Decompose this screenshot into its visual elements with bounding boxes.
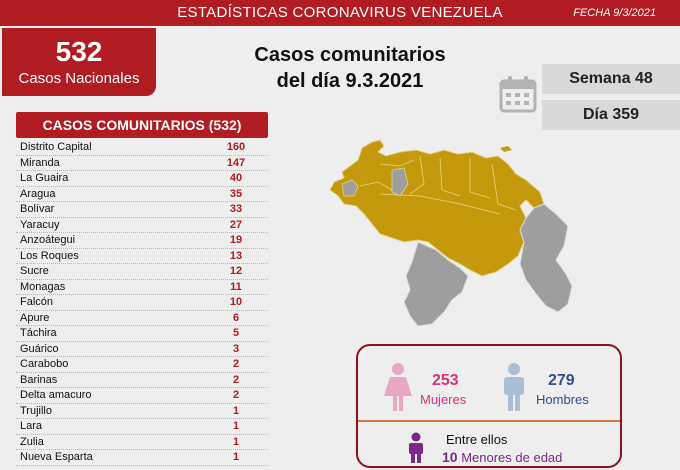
state-cases: 19 — [229, 234, 243, 246]
national-cases-box: 532 Casos Nacionales — [2, 28, 156, 96]
table-row: Bolívar 33 — [16, 202, 268, 218]
headline-line-2: del día 9.3.2021 — [276, 70, 424, 92]
state-name: Yaracuy — [20, 218, 60, 231]
calendar-icon — [499, 76, 537, 113]
man-icon — [504, 363, 524, 411]
child-icon — [409, 432, 423, 463]
state-name: Sucre — [20, 265, 49, 277]
table-row: Distrito Capital 160 — [16, 140, 268, 156]
state-cases: 5 — [232, 327, 240, 339]
day-badge: Día 359 — [542, 100, 680, 130]
state-cases: 35 — [229, 187, 243, 200]
table-row: Apure 6 — [16, 311, 268, 326]
state-cases: 10 — [229, 296, 243, 308]
state-name: Distrito Capital — [20, 141, 92, 153]
state-cases: 2 — [232, 373, 240, 386]
page-title: ESTADÍSTICAS CORONAVIRUS VENEZUELA — [177, 4, 503, 21]
table-row: Nueva Esparta 1 — [16, 450, 268, 466]
table-row: Falcón 10 — [16, 295, 268, 311]
state-name: Bolívar — [20, 203, 55, 215]
state-name: Guárico — [20, 342, 59, 355]
state-cases: 160 — [226, 141, 246, 153]
minors-count: 10 — [442, 449, 458, 465]
table-row: Delta amacuro 2 — [16, 388, 268, 404]
women-label: Mujeres — [420, 392, 467, 407]
state-cases: 6 — [232, 311, 240, 324]
state-name: Nueva Esparta — [20, 451, 93, 463]
table-row: Miranda 147 — [16, 156, 268, 171]
state-name: Falcón — [20, 296, 54, 308]
table-row: Lara 1 — [16, 419, 268, 435]
state-cases: 11 — [230, 280, 242, 293]
state-name: Apure — [20, 311, 50, 324]
table-row: Sucre 12 — [16, 264, 268, 280]
state-cases: 33 — [229, 203, 243, 215]
state-name: Aragua — [20, 187, 56, 200]
state-cases: 13 — [229, 249, 243, 262]
state-name: Los Roques — [20, 249, 79, 262]
headline: Casos comunitarios del día 9.3.2021 — [220, 42, 480, 94]
table-row: Táchira 5 — [16, 326, 268, 342]
state-name: Carabobo — [20, 358, 69, 370]
table-row: Aragua 35 — [16, 187, 268, 202]
headline-line-1: Casos comunitarios — [254, 44, 446, 66]
state-cases: 1 — [232, 404, 240, 417]
table-row: Monagas 11 — [16, 280, 268, 295]
women-count: 253 — [432, 372, 459, 389]
state-name: La Guaira — [20, 172, 69, 184]
state-cases: 40 — [229, 172, 243, 184]
state-name: Miranda — [20, 156, 60, 169]
week-badge: Semana 48 — [542, 64, 680, 94]
minors-intro: Entre ellos — [446, 432, 508, 447]
woman-icon — [384, 363, 412, 411]
table-row: Trujillo 1 — [16, 404, 268, 419]
state-cases: 27 — [229, 218, 243, 231]
national-cases-label: Casos Nacionales — [18, 70, 140, 87]
state-cases: 3 — [232, 342, 240, 355]
table-row: Carabobo 2 — [16, 357, 268, 373]
table-row: Yaracuy 27 — [16, 218, 268, 233]
national-cases-count: 532 — [55, 36, 103, 67]
state-cases: 147 — [226, 156, 246, 169]
state-name: Monagas — [20, 280, 66, 293]
stats-divider — [358, 420, 620, 422]
table-row: La Guaira 40 — [16, 171, 268, 187]
state-name: Lara — [20, 420, 43, 432]
state-cases: 1 — [232, 420, 240, 432]
state-cases: 1 — [232, 435, 240, 448]
state-name: Trujillo — [20, 404, 52, 417]
cases-table: Distrito Capital 160 Miranda 147 La Guaira 40… — [16, 140, 268, 466]
state-name: Zulia — [20, 435, 44, 448]
venezuela-map — [329, 139, 573, 327]
men-label: Hombres — [536, 392, 589, 407]
table-row: Barinas 2 — [16, 373, 268, 388]
minors-label: Menores de edad — [461, 450, 563, 465]
top-banner: ESTADÍSTICAS CORONAVIRUS VENEZUELA FECHA… — [0, 0, 680, 26]
state-name: Barinas — [20, 373, 58, 386]
state-name: Anzoátegui — [20, 234, 76, 246]
gender-stats-panel: 253 Mujeres 279 Hombres Entre ellos 10 M… — [356, 344, 622, 468]
state-name: Delta amacuro — [20, 389, 92, 401]
state-name: Táchira — [20, 327, 57, 339]
state-cases: 2 — [232, 358, 240, 370]
table-row: Anzoátegui 19 — [16, 233, 268, 249]
state-cases: 12 — [229, 265, 243, 277]
table-row: Los Roques 13 — [16, 249, 268, 264]
state-cases: 2 — [232, 389, 240, 401]
table-row: Zulia 1 — [16, 435, 268, 450]
table-row: Guárico 3 — [16, 342, 268, 357]
men-count: 279 — [548, 372, 575, 389]
state-cases: 1 — [232, 451, 240, 463]
report-date: FECHA 9/3/2021 — [573, 7, 656, 19]
minors-line: 10 Menores de edad — [442, 449, 562, 465]
cases-table-header: CASOS COMUNITARIOS (532) — [16, 112, 268, 138]
